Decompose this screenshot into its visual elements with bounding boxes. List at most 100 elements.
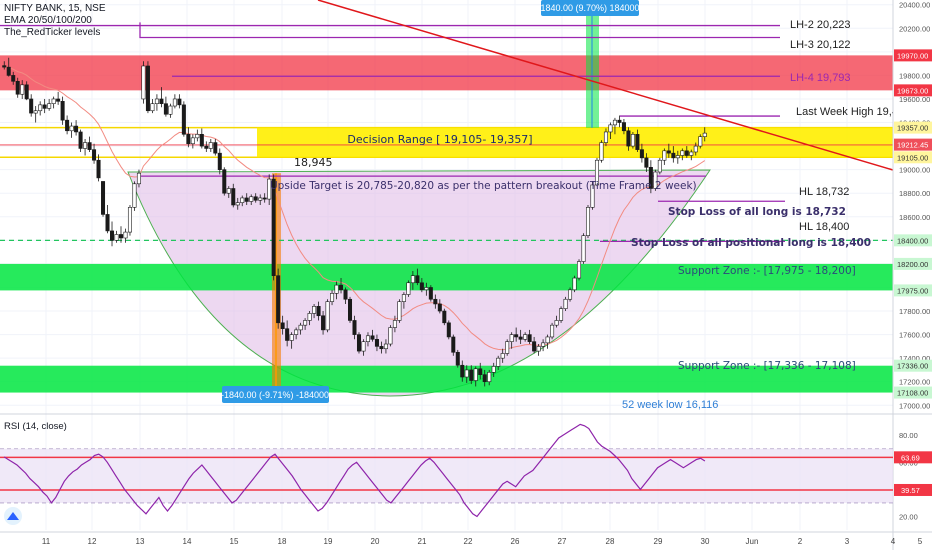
candle: [514, 334, 519, 338]
candle: [424, 287, 429, 291]
candle: [446, 322, 451, 338]
time-tick-label: 12: [88, 537, 97, 546]
candle: [523, 334, 528, 340]
indicator-ema-label[interactable]: EMA 20/50/100/200: [4, 15, 92, 26]
candle: [83, 142, 88, 149]
candle: [285, 328, 290, 341]
candle: [101, 181, 106, 215]
price-label-text: 17336.00: [897, 362, 928, 371]
candle: [608, 124, 613, 133]
candle: [536, 346, 541, 352]
rsi-title: RSI (14, close): [4, 421, 67, 432]
candle: [464, 369, 469, 378]
candle: [159, 98, 164, 104]
candle: [374, 339, 379, 347]
rsi-tick-label: 20.00: [899, 512, 918, 521]
price-tick-label: 20200.00: [899, 24, 930, 33]
time-tick-label: 19: [324, 537, 333, 546]
price-tick-label: 20400.00: [899, 1, 930, 10]
candle: [231, 188, 236, 206]
candle: [348, 298, 353, 321]
candle: [51, 98, 56, 104]
candle: [29, 98, 34, 114]
candle: [693, 145, 698, 153]
candle: [136, 172, 141, 185]
support-zone-1-label: Support Zone :- [17,975 - 18,200]: [678, 265, 856, 277]
candle: [460, 364, 465, 378]
candle: [69, 125, 74, 132]
candle: [47, 103, 52, 109]
candle: [199, 134, 204, 147]
level-label: HL 18,400: [799, 221, 849, 233]
price-label-text: 18200.00: [897, 260, 928, 269]
candle: [208, 142, 213, 149]
candle: [33, 110, 38, 114]
candle: [487, 371, 492, 383]
candle: [365, 335, 370, 342]
candle: [662, 150, 667, 161]
decision-range-zone: [257, 127, 893, 158]
candle: [150, 103, 155, 112]
candle: [433, 298, 438, 305]
price-tick-label: 19800.00: [899, 71, 930, 80]
candle: [172, 98, 177, 107]
price-label-box: [894, 234, 932, 247]
candle: [303, 320, 308, 326]
price-label-box: [894, 151, 932, 164]
candle: [419, 282, 424, 291]
candle: [657, 159, 662, 173]
candle: [671, 152, 676, 159]
rsi-lower-label: 39.57: [901, 486, 920, 495]
indicator-levels-label[interactable]: The_RedTicker levels: [4, 27, 101, 38]
level-label: LH-4 19,793: [790, 72, 851, 84]
time-tick-label: 22: [464, 537, 473, 546]
candle: [339, 284, 344, 291]
candle: [334, 284, 339, 294]
decision-range-label: Decision Range [ 19,105- 19,357]: [347, 133, 532, 146]
measure-up-box: [541, 0, 639, 16]
price-tick-label: 17800.00: [899, 307, 930, 316]
time-tick-label: 26: [511, 537, 520, 546]
candle: [379, 346, 384, 350]
candle: [294, 329, 299, 335]
candle: [343, 289, 348, 300]
candle: [509, 334, 514, 342]
time-tick-label: 3: [845, 537, 850, 546]
candle: [330, 293, 335, 302]
candle: [370, 335, 375, 340]
price-tick-label: 19000.00: [899, 166, 930, 175]
candle: [289, 334, 294, 341]
candle: [500, 353, 505, 359]
candle: [325, 301, 330, 331]
candle: [177, 98, 182, 106]
candle: [585, 207, 591, 236]
candle: [689, 151, 694, 156]
price-label-text: 17108.00: [897, 389, 928, 398]
candle: [594, 159, 599, 186]
time-tick-label: 15: [230, 537, 239, 546]
candle: [217, 152, 222, 170]
candle: [249, 196, 254, 202]
upside-target-label: Upside Target is 20,785-20,820 as per th…: [270, 180, 697, 192]
logo-icon[interactable]: [7, 512, 19, 520]
rsi-upper-label-box: [894, 451, 932, 464]
price-label-box: [894, 49, 932, 62]
candle: [590, 184, 595, 208]
candle: [123, 231, 128, 239]
price-label-box: [894, 138, 932, 151]
candle: [644, 157, 649, 168]
candle: [648, 166, 653, 189]
candle: [235, 202, 240, 206]
candle: [518, 336, 523, 340]
candle: [298, 324, 303, 331]
candle: [267, 178, 272, 200]
candle: [60, 101, 65, 121]
price-tick-label: 18800.00: [899, 189, 930, 198]
time-tick-label: Jun: [746, 537, 759, 546]
candle: [11, 75, 16, 82]
price-label-text: 19970.00: [897, 51, 928, 60]
time-tick-label: 21: [418, 537, 427, 546]
price-tick-label: 19600.00: [899, 95, 930, 104]
candle: [541, 342, 546, 347]
